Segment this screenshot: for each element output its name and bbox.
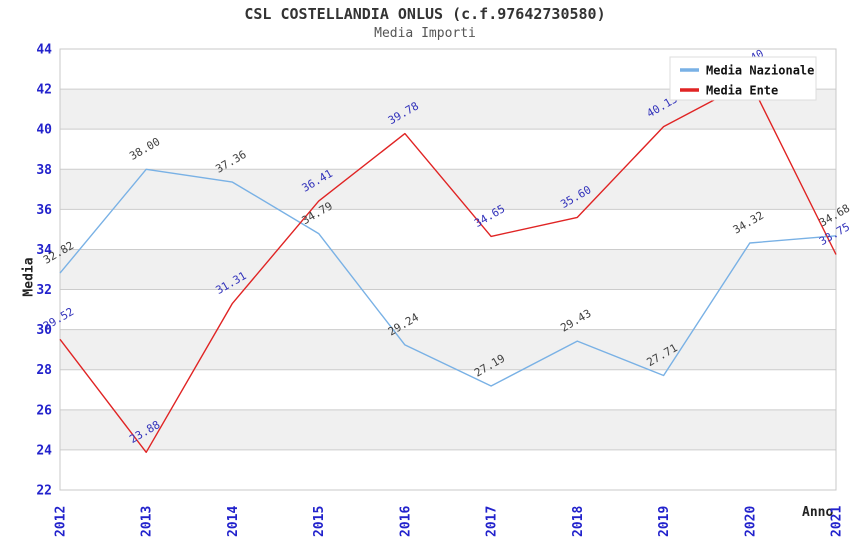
legend-label-media-ente: Media Ente: [706, 84, 778, 98]
x-tick-label: 2017: [485, 506, 500, 537]
legend-box: [669, 56, 817, 101]
y-tick-label: 40: [36, 123, 52, 138]
y-tick-label: 38: [36, 163, 52, 178]
plot-border: [59, 48, 837, 491]
series-line-media-nazionale: [59, 168, 837, 387]
point-label: 29.52: [41, 305, 76, 333]
x-tick-label: 2020: [743, 506, 758, 537]
x-tick-label: 2013: [140, 506, 155, 537]
plot-stripe: [60, 169, 836, 210]
point-label: 34.32: [731, 209, 766, 237]
plot-stripe: [60, 329, 836, 370]
legend-label-media-nazionale: Media Nazionale: [706, 64, 814, 78]
y-tick-label: 30: [36, 323, 52, 338]
x-axis-title: Anno: [802, 505, 834, 520]
x-tick-label: 2012: [54, 506, 69, 537]
x-tick-label: 2018: [571, 506, 586, 537]
plot-stripe: [60, 249, 836, 290]
y-tick-label: 28: [36, 363, 52, 378]
y-tick-label: 22: [36, 484, 52, 499]
y-tick-label: 34: [36, 243, 52, 258]
y-tick-label: 32: [36, 283, 52, 298]
x-tick-label: 2021: [830, 506, 845, 537]
chart-subtitle: Media Importi: [374, 26, 476, 41]
x-tick-label: 2019: [657, 506, 672, 537]
x-tick-label: 2016: [398, 506, 413, 537]
plot-stripe: [60, 409, 836, 450]
y-tick-label: 36: [36, 203, 52, 218]
x-tick-label: 2014: [226, 506, 241, 537]
y-tick-label: 42: [36, 83, 52, 98]
point-label: 38.00: [127, 135, 162, 163]
y-tick-label: 24: [36, 443, 52, 458]
series-line-media-ente: [59, 80, 837, 453]
chart-title: CSL COSTELLANDIA ONLUS (c.f.97642730580): [244, 5, 606, 23]
y-tick-label: 26: [36, 403, 52, 418]
y-tick-label: 44: [36, 43, 52, 58]
x-tick-label: 2015: [312, 506, 327, 537]
